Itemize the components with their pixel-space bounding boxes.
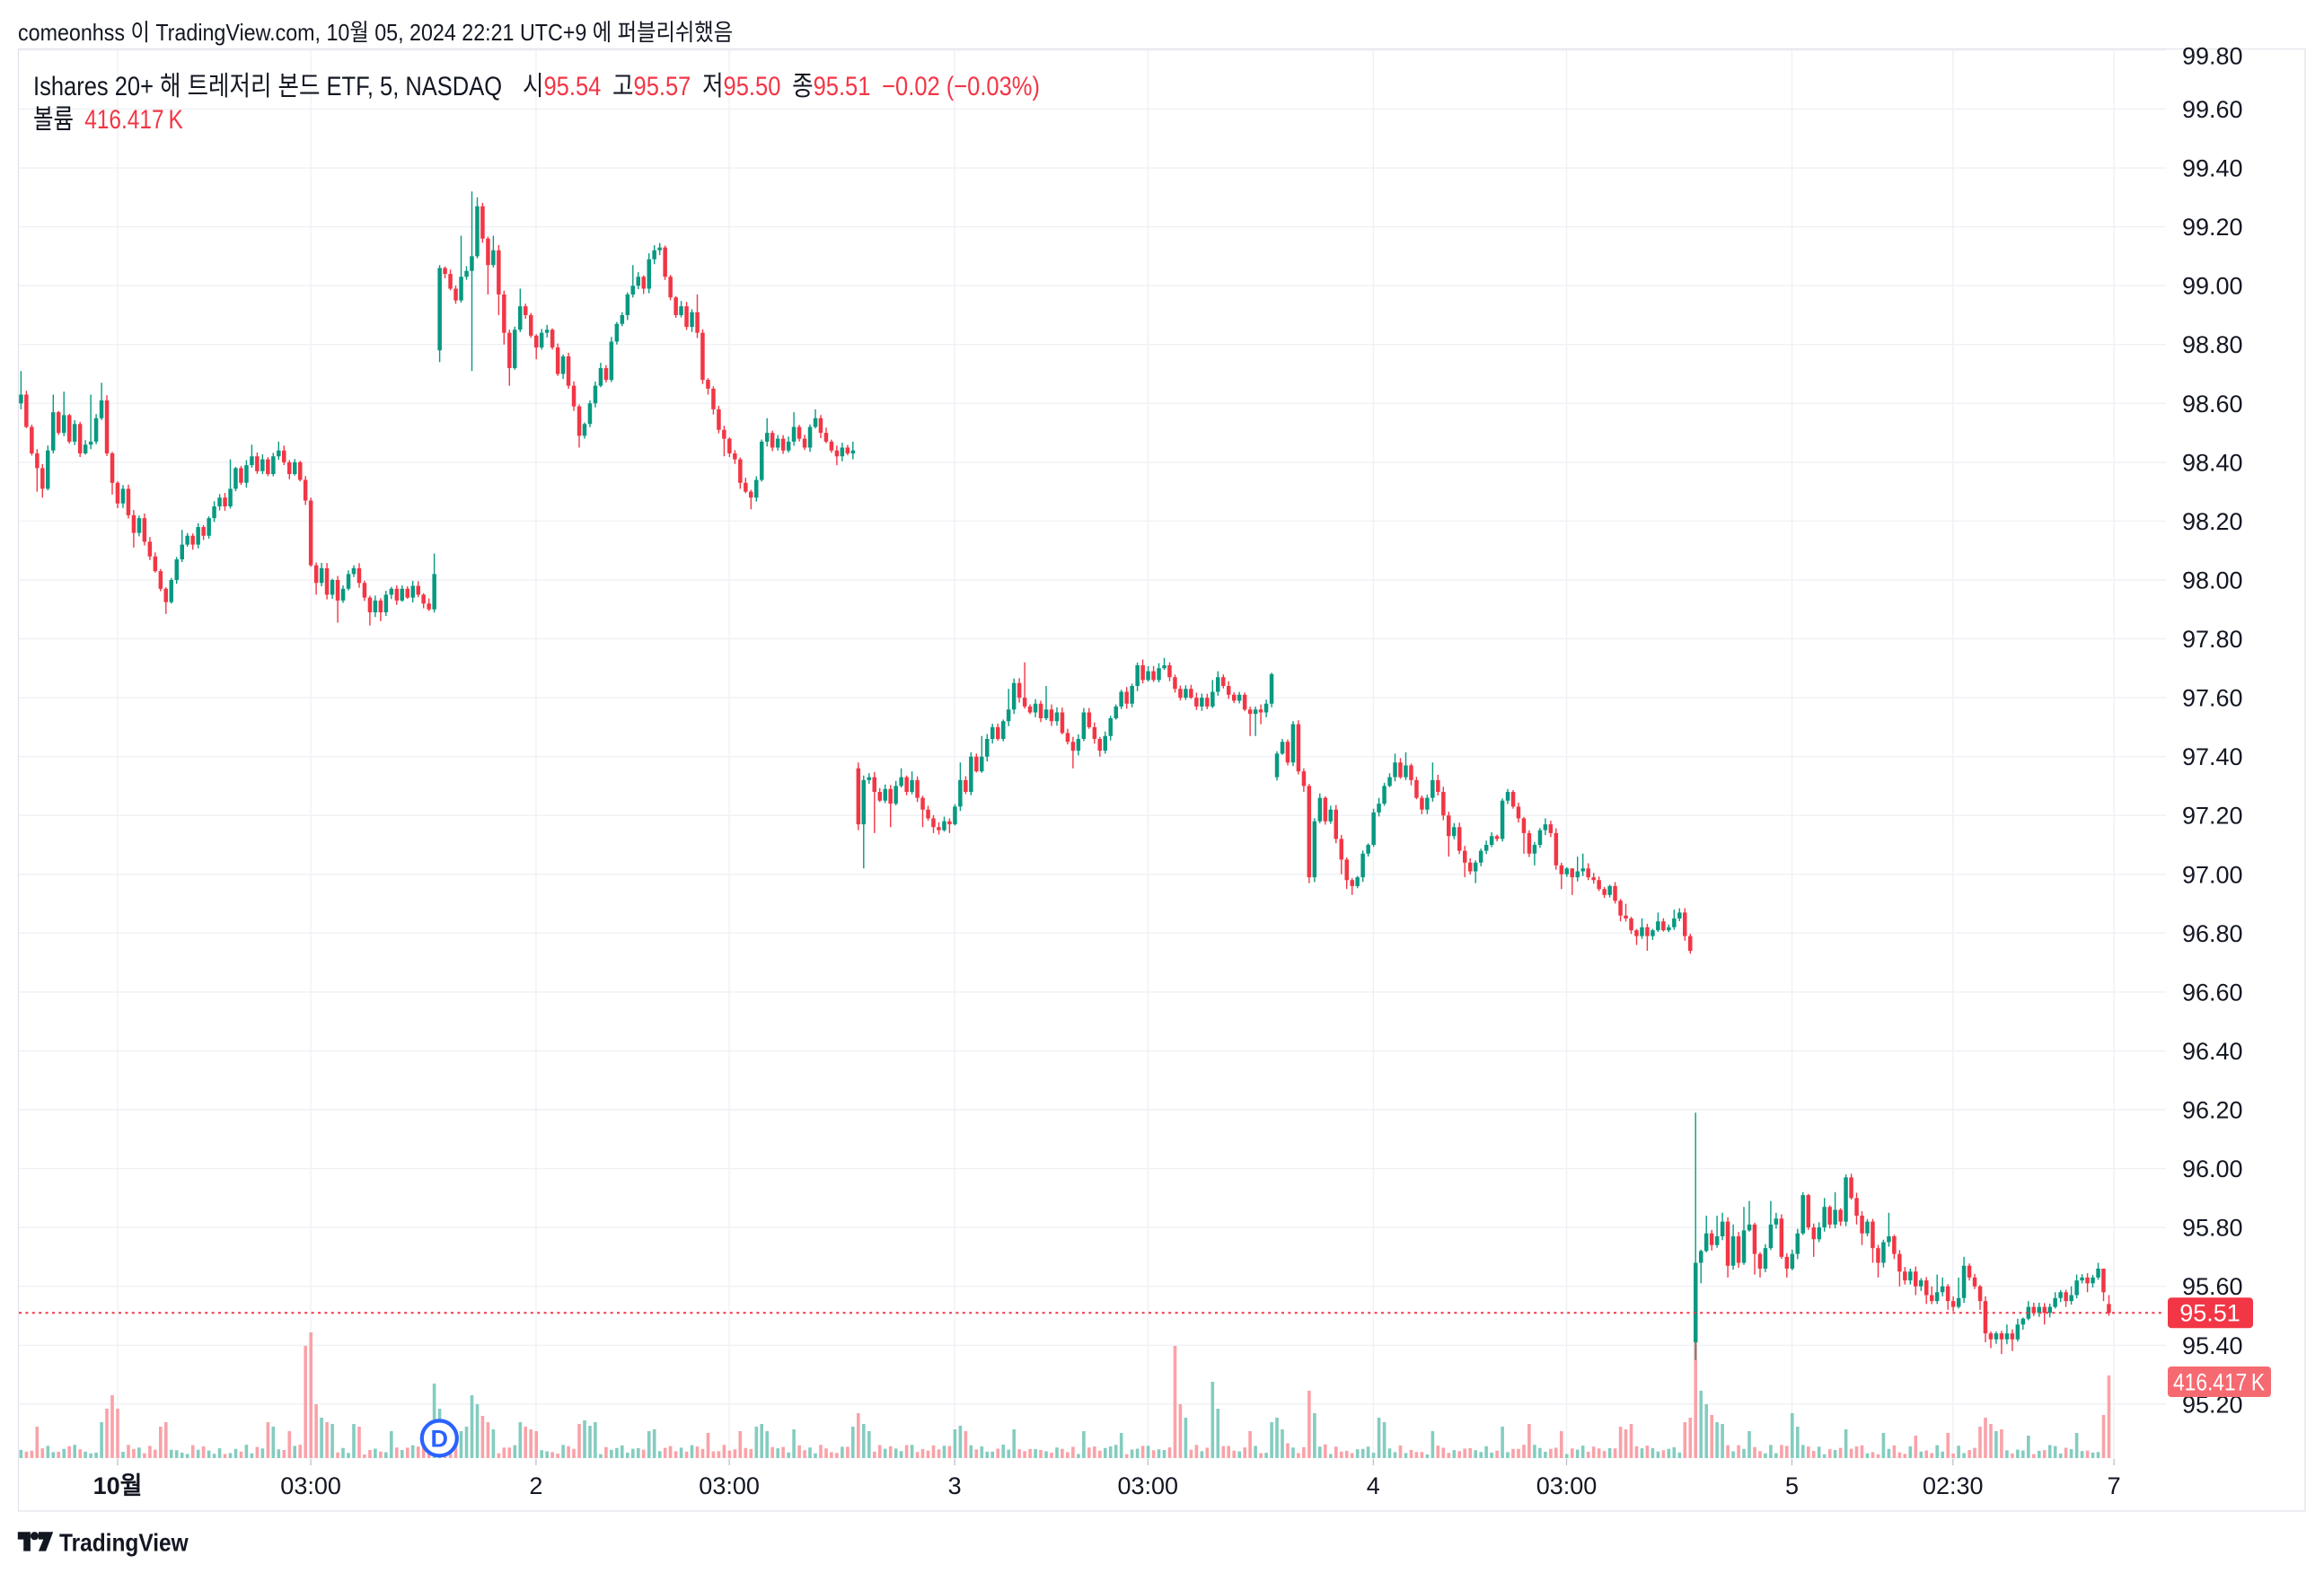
svg-text:96.20: 96.20 xyxy=(2182,1097,2243,1124)
svg-text:03:00: 03:00 xyxy=(1536,1472,1598,1499)
svg-text:TradingView: TradingView xyxy=(59,1528,189,1557)
svg-text:03:00: 03:00 xyxy=(1118,1472,1179,1499)
svg-text:96.80: 96.80 xyxy=(2182,920,2243,947)
svg-text:99.20: 99.20 xyxy=(2182,214,2243,241)
svg-text:97.60: 97.60 xyxy=(2182,685,2243,712)
svg-text:7: 7 xyxy=(2108,1472,2121,1499)
svg-text:4: 4 xyxy=(1367,1472,1380,1499)
svg-text:02:30: 02:30 xyxy=(1923,1472,1984,1499)
svg-text:10월: 10월 xyxy=(93,1472,143,1499)
svg-text:97.20: 97.20 xyxy=(2182,803,2243,830)
svg-text:99.80: 99.80 xyxy=(2182,43,2243,70)
svg-text:95.80: 95.80 xyxy=(2182,1215,2243,1242)
svg-text:97.80: 97.80 xyxy=(2182,626,2243,653)
svg-text:97.00: 97.00 xyxy=(2182,861,2243,888)
svg-text:5: 5 xyxy=(1785,1472,1799,1499)
svg-text:95.51: 95.51 xyxy=(2179,1300,2240,1327)
svg-text:95.60: 95.60 xyxy=(2182,1273,2243,1300)
svg-text:416.417 K: 416.417 K xyxy=(2173,1369,2265,1396)
svg-text:2: 2 xyxy=(529,1472,542,1499)
svg-text:98.20: 98.20 xyxy=(2182,508,2243,535)
svg-text:99.60: 99.60 xyxy=(2182,96,2243,123)
svg-text:03:00: 03:00 xyxy=(280,1472,341,1499)
svg-text:98.60: 98.60 xyxy=(2182,391,2243,417)
svg-text:97.40: 97.40 xyxy=(2182,743,2243,770)
svg-text:99.00: 99.00 xyxy=(2182,273,2243,300)
svg-text:98.40: 98.40 xyxy=(2182,449,2243,476)
svg-text:98.80: 98.80 xyxy=(2182,331,2243,358)
svg-text:03:00: 03:00 xyxy=(699,1472,760,1499)
svg-text:95.40: 95.40 xyxy=(2182,1332,2243,1359)
svg-text:98.00: 98.00 xyxy=(2182,567,2243,594)
svg-text:96.00: 96.00 xyxy=(2182,1156,2243,1182)
svg-text:99.40: 99.40 xyxy=(2182,155,2243,182)
svg-text:96.60: 96.60 xyxy=(2182,979,2243,1006)
svg-text:96.40: 96.40 xyxy=(2182,1038,2243,1065)
svg-text:3: 3 xyxy=(948,1472,962,1499)
svg-text:D: D xyxy=(431,1426,449,1453)
